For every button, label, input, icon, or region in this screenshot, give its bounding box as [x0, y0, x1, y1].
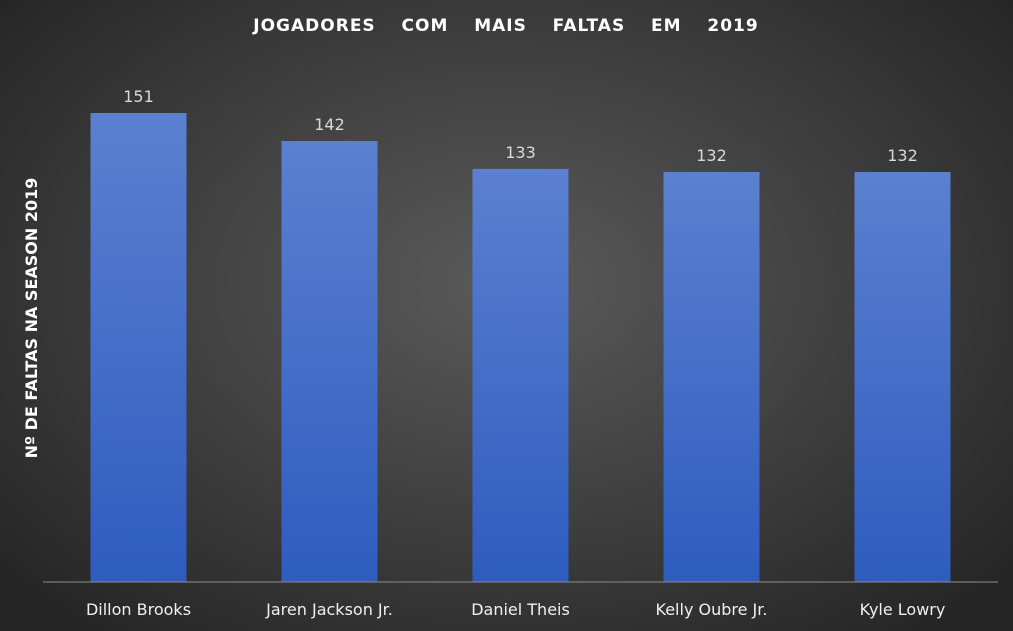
category-label-5: Kyle Lowry	[860, 600, 946, 619]
data-label-1: 151	[123, 87, 154, 106]
bar-3	[472, 168, 569, 582]
category-label-1: Dillon Brooks	[86, 600, 191, 619]
bar-1	[90, 113, 187, 582]
y-axis-title: Nº DE FALTAS NA SEASON 2019	[22, 178, 41, 459]
data-label-4: 132	[696, 146, 727, 165]
bar-2	[281, 141, 378, 582]
value-labels-group: 151 142 133 132 132	[123, 87, 918, 165]
bar-4	[663, 172, 760, 582]
category-labels-group: Dillon Brooks Jaren Jackson Jr. Daniel The…	[86, 600, 945, 619]
chart-title: JOGADORES COM MAIS FALTAS EM 2019	[252, 16, 758, 36]
data-label-5: 132	[887, 146, 918, 165]
category-label-4: Kelly Oubre Jr.	[656, 600, 768, 619]
bars-group	[90, 113, 951, 582]
category-label-2: Jaren Jackson Jr.	[265, 600, 393, 619]
data-label-2: 142	[314, 115, 345, 134]
bar-5	[854, 172, 951, 582]
category-label-3: Daniel Theis	[471, 600, 570, 619]
data-label-3: 133	[505, 143, 536, 162]
